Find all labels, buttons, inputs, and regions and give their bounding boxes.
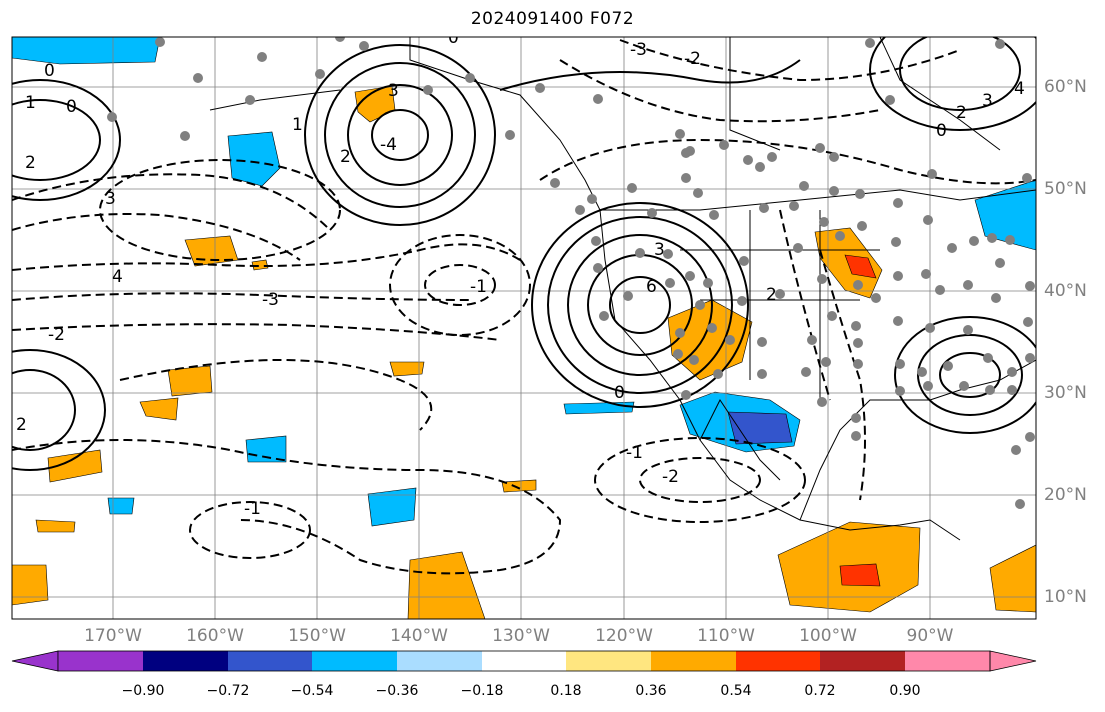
lon-label: 160°W xyxy=(186,626,244,646)
colorbar-segments xyxy=(58,651,990,671)
contour-label: 3 xyxy=(982,91,993,111)
lon-label: 100°W xyxy=(799,626,857,646)
contour-label: 0 xyxy=(936,121,947,141)
contour-label: 0 xyxy=(66,97,77,117)
colorbar-tick-label: −0.36 xyxy=(375,683,419,699)
colorbar-segment xyxy=(820,651,905,671)
colorbar-border xyxy=(57,650,991,672)
negative-contours xyxy=(12,39,1036,575)
colorbar-tick-label: 0.18 xyxy=(550,683,582,699)
map-frame xyxy=(11,36,1037,620)
contour-label: 2 xyxy=(25,153,36,173)
contour-label: 0 xyxy=(614,383,625,403)
colorbar-tick-label: 0.72 xyxy=(804,683,836,699)
lat-label: 30°N xyxy=(1044,383,1087,403)
contour-label: 3 xyxy=(654,240,665,260)
colorbar-tick-label: −0.54 xyxy=(290,683,334,699)
lon-label: 90°W xyxy=(906,626,954,646)
colorbar-segment xyxy=(482,651,566,671)
contour-label: 2 xyxy=(340,147,351,167)
map-title: 2024091400 F072 xyxy=(470,9,635,29)
lon-label: 150°W xyxy=(288,626,346,646)
contour-label: 3 xyxy=(105,189,116,209)
colorbar-tick-label: −0.18 xyxy=(460,683,504,699)
contour-label: -1 xyxy=(244,499,261,519)
positive-anomaly-fills xyxy=(12,85,1036,619)
contour-label: 2 xyxy=(956,103,967,123)
contour-label: 0 xyxy=(44,61,55,81)
contour-labels: 0 0 1 2 3 4 -3 -2 -1 -4 3 2 1 0 -3 -2 6 … xyxy=(16,28,1025,519)
contour-label: 2 xyxy=(16,415,27,435)
lon-label: 170°W xyxy=(84,626,142,646)
colorbar-segment xyxy=(228,651,312,671)
contour-label: -1 xyxy=(470,277,487,297)
lon-label: 140°W xyxy=(390,626,448,646)
contour-label: -2 xyxy=(48,325,65,345)
colorbar-segment xyxy=(58,651,143,671)
contour-label: 6 xyxy=(646,277,657,297)
lon-label: 110°W xyxy=(697,626,755,646)
contour-label: 4 xyxy=(112,267,123,287)
colorbar-tick-label: 0.90 xyxy=(889,683,921,699)
positive-contours xyxy=(12,37,1036,471)
lat-label: 40°N xyxy=(1044,281,1087,301)
contour-label: 2 xyxy=(766,285,777,305)
contour-label: -3 xyxy=(262,290,279,310)
colorbar-extend-high xyxy=(989,650,1037,672)
colorbar-tick-label: 0.54 xyxy=(720,683,752,699)
contour-label: 4 xyxy=(1014,79,1025,99)
lon-label: 130°W xyxy=(492,626,550,646)
lat-label: 20°N xyxy=(1044,485,1087,505)
lat-label: 50°N xyxy=(1044,179,1087,199)
colorbar-tick-label: −0.72 xyxy=(206,683,250,699)
colorbar-tick-label: 0.36 xyxy=(635,683,667,699)
colorbar-segment xyxy=(736,651,820,671)
colorbar-segment xyxy=(651,651,736,671)
colorbar-segment xyxy=(566,651,651,671)
lat-label: 10°N xyxy=(1044,587,1087,607)
map-plot-area: 0 0 1 2 3 4 -3 -2 -1 -4 3 2 1 0 -3 -2 6 … xyxy=(12,28,1036,619)
contour-label: -2 xyxy=(662,467,679,487)
contour-label: 1 xyxy=(25,93,36,113)
lat-lon-grid xyxy=(12,37,1036,619)
contour-label: -3 xyxy=(630,40,647,60)
lon-label: 120°W xyxy=(595,626,653,646)
contour-label: 0 xyxy=(448,28,459,48)
station-dots xyxy=(107,37,1035,509)
contour-label: 1 xyxy=(292,115,303,135)
negative-anomaly-fills xyxy=(12,37,1036,527)
colorbar-tick-label: −0.90 xyxy=(121,683,165,699)
contour-label: 3 xyxy=(388,81,399,101)
colorbar-segment xyxy=(312,651,397,671)
colorbar-extend-low xyxy=(11,650,59,672)
colorbar-segment xyxy=(905,651,990,671)
colorbar-segment xyxy=(143,651,228,671)
contour-label: -2 xyxy=(684,49,701,69)
lat-label: 60°N xyxy=(1044,77,1087,97)
colorbar xyxy=(11,650,1037,672)
contour-label: -1 xyxy=(626,443,643,463)
colorbar-segment xyxy=(397,651,482,671)
coastlines xyxy=(209,37,1036,541)
contour-label: -4 xyxy=(380,135,397,155)
